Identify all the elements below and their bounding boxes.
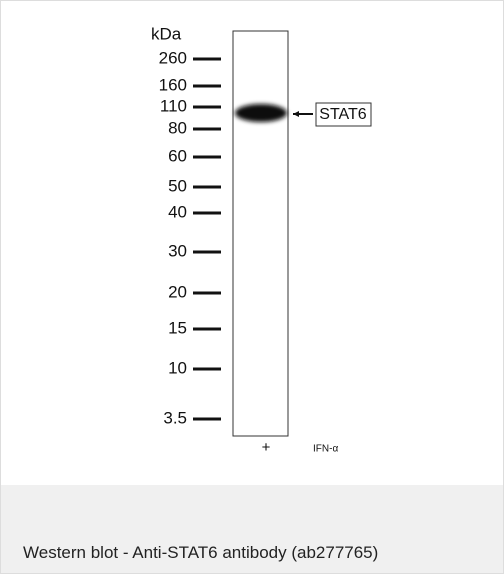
caption: Western blot - Anti-STAT6 antibody (ab27… [23, 543, 378, 563]
marker-label: 160 [159, 75, 187, 94]
lane [233, 31, 288, 436]
marker-label: 20 [168, 282, 187, 301]
marker-label: 60 [168, 146, 187, 165]
marker-label: 30 [168, 241, 187, 260]
band-label: STAT6 [319, 106, 367, 123]
caption-area: Western blot - Anti-STAT6 antibody (ab27… [1, 485, 503, 573]
marker-label: 10 [168, 358, 187, 377]
marker-label: 50 [168, 176, 187, 195]
unit-label: kDa [151, 24, 182, 43]
arrow-head [293, 111, 299, 117]
marker-ladder: 260 160 110 80 60 50 40 30 20 15 10 3.5 [159, 48, 221, 427]
figure-card: kDa STAT6 + IFN-α 260 160 110 80 60 50 40 30 20 1… [0, 0, 504, 574]
blot-figure: kDa STAT6 + IFN-α 260 160 110 80 60 50 40 30 20 1… [1, 1, 503, 485]
treatment-label: IFN-α [313, 444, 338, 455]
lane-label: + [262, 439, 271, 456]
marker-label: 15 [168, 318, 187, 337]
marker-label: 110 [160, 96, 187, 115]
marker-label: 40 [168, 202, 187, 221]
marker-label: 260 [159, 48, 187, 67]
marker-label: 3.5 [163, 408, 187, 427]
marker-label: 80 [168, 118, 187, 137]
band [235, 104, 287, 122]
